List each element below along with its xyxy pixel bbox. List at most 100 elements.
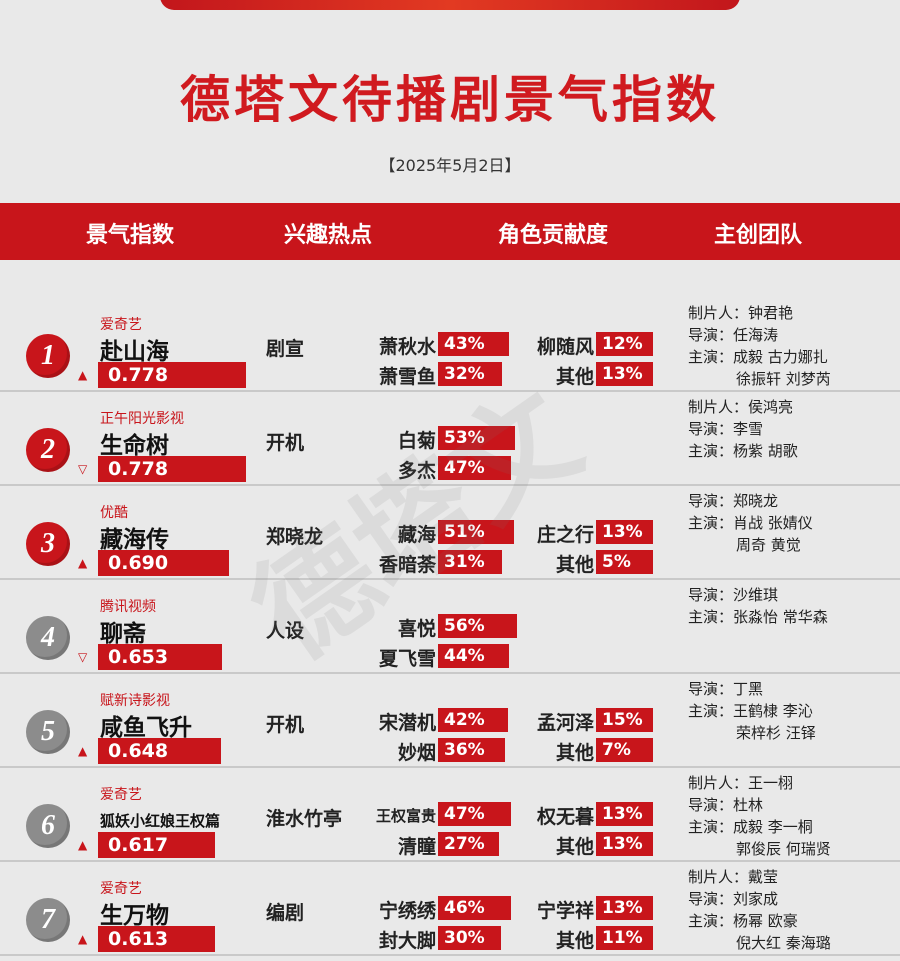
team-line: 周奇 黄觉: [736, 536, 801, 554]
drama-title: 狐妖小红娘王权篇: [100, 812, 221, 830]
contribution-bar: 5%: [596, 550, 653, 574]
character-name: 其他: [555, 930, 594, 952]
table-header: 景气指数 兴趣热点 角色贡献度 主创团队: [0, 203, 900, 260]
team-line: 主演：肖战 张婧仪: [688, 514, 813, 532]
team-line: 主演：张淼怡 常华森: [688, 608, 828, 626]
platform-name: 腾讯视频: [100, 599, 156, 615]
character-name: 妙烟: [397, 742, 436, 764]
contribution-bar: 56%: [438, 614, 517, 638]
trend-icon: ▽: [78, 650, 88, 664]
platform-name: 爱奇艺: [100, 881, 142, 897]
drama-title: 咸鱼飞升: [100, 715, 192, 741]
contribution-bar: 31%: [438, 550, 502, 574]
table-row: 7 ▲ 爱奇艺 生万物 0.613 编剧 宁绣绣 46% 宁学祥 13% 封大脚 30% 其他 11% 制片…: [0, 860, 900, 956]
team-line: 导演：郑晓龙: [688, 492, 779, 510]
report-date: 【2025年5月2日】: [379, 156, 521, 175]
contribution-bar: 13%: [596, 802, 653, 826]
top-banner: [160, 0, 740, 10]
platform-name: 正午阳光影视: [100, 411, 184, 427]
drama-title: 生命树: [100, 433, 169, 459]
team-line: 倪大红 秦海璐: [736, 934, 831, 952]
rank-badge: 2: [26, 428, 70, 472]
contribution-bar: 32%: [438, 362, 502, 386]
index-bar: 0.617: [98, 832, 215, 858]
character-name: 权无暮: [536, 806, 594, 828]
drama-title: 生万物: [100, 903, 169, 929]
team-line: 主演：杨幂 欧豪: [688, 912, 798, 930]
character-name: 夏飞雪: [378, 648, 436, 670]
character-name: 孟河泽: [536, 712, 594, 734]
character-name: 王权富贵: [375, 807, 436, 825]
index-bar: 0.653: [98, 644, 222, 670]
contribution-bar: 43%: [438, 332, 509, 356]
hotspot-text: 编剧: [266, 902, 305, 924]
character-name: 萧秋水: [378, 336, 436, 358]
contribution-bar: 11%: [596, 926, 653, 950]
team-line: 导演：杜林: [688, 796, 764, 814]
character-name: 萧雪鱼: [378, 366, 436, 388]
contribution-bar: 13%: [596, 832, 653, 856]
trend-icon: ▲: [78, 932, 88, 946]
contribution-bar: 30%: [438, 926, 501, 950]
contribution-bar: 13%: [596, 520, 653, 544]
team-line: 制片人：王一栩: [688, 774, 794, 792]
character-name: 封大脚: [378, 930, 436, 952]
contribution-bar: 12%: [596, 332, 653, 356]
drama-title: 聊斋: [100, 621, 146, 647]
drama-title: 赴山海: [100, 339, 169, 365]
contribution-bar: 47%: [438, 802, 511, 826]
team-line: 主演：王鹤棣 李沁: [688, 702, 813, 720]
rank-badge: 4: [26, 616, 70, 660]
hotspot-text: 剧宣: [266, 338, 305, 360]
contribution-bar: 7%: [596, 738, 653, 762]
team-line: 荣梓杉 汪铎: [736, 724, 816, 742]
team-line: 制片人：侯鸿亮: [688, 398, 794, 416]
team-line: 郭俊辰 何瑞贤: [736, 840, 831, 858]
hotspot-text: 郑晓龙: [266, 526, 324, 548]
trend-icon: ▲: [78, 368, 88, 382]
contribution-bar: 15%: [596, 708, 653, 732]
character-name: 其他: [555, 836, 594, 858]
rank-badge: 5: [26, 710, 70, 754]
header-contribution: 角色贡献度: [498, 223, 609, 248]
contribution-bar: 42%: [438, 708, 508, 732]
index-bar: 0.648: [98, 738, 221, 764]
table-row: 5 ▲ 赋新诗影视 咸鱼飞升 0.648 开机 宋潜机 42% 孟河泽 15% 妙烟 36% 其他 7% 导…: [0, 672, 900, 768]
platform-name: 爱奇艺: [100, 787, 142, 803]
header-team: 主创团队: [714, 223, 803, 248]
header-hotspot: 兴趣热点: [284, 223, 373, 248]
rank-badge: 1: [26, 334, 70, 378]
contribution-bar: 27%: [438, 832, 499, 856]
table-row: 4 ▽ 腾讯视频 聊斋 0.653 人设 喜悦 56% 夏飞雪 44% 导演：沙维琪 主演：张淼怡 常…: [0, 578, 900, 674]
index-bar: 0.690: [98, 550, 229, 576]
team-line: 制片人：钟君艳: [688, 304, 794, 322]
team-line: 导演：任海涛: [688, 326, 779, 344]
index-bar: 0.778: [98, 456, 246, 482]
table-row: 3 ▲ 优酷 藏海传 0.690 郑晓龙 藏海 51% 庄之行 13% 香暗荼 31% 其他 5% 导演：郑…: [0, 484, 900, 580]
character-name: 宋潜机: [378, 712, 436, 734]
hotspot-text: 开机: [266, 432, 305, 454]
table-row: 1 ▲ 爱奇艺 赴山海 0.778 剧宣 萧秋水 43% 柳随风 12% 萧雪鱼 32% 其他 13% 制片…: [0, 296, 900, 392]
trend-icon: ▲: [78, 556, 88, 570]
character-name: 其他: [555, 554, 594, 576]
contribution-bar: 53%: [438, 426, 515, 450]
character-name: 其他: [555, 742, 594, 764]
contribution-bar: 13%: [596, 896, 653, 920]
contribution-bar: 51%: [438, 520, 514, 544]
platform-name: 爱奇艺: [100, 317, 142, 333]
rank-badge: 7: [26, 898, 70, 942]
table-row: 6 ▲ 爱奇艺 狐妖小红娘王权篇 0.617 淮水竹亭 王权富贵 47% 权无暮 13% 清瞳 27%…: [0, 766, 900, 862]
drama-title: 藏海传: [100, 527, 169, 553]
team-line: 徐振轩 刘梦芮: [736, 370, 831, 388]
trend-icon: ▲: [78, 744, 88, 758]
header-index: 景气指数: [86, 223, 175, 248]
character-name: 庄之行: [536, 524, 594, 546]
character-name: 柳随风: [536, 336, 594, 358]
rank-badge: 6: [26, 804, 70, 848]
team-line: 主演：成毅 李一桐: [688, 818, 813, 836]
page-title: 德塔文待播剧景气指数: [180, 71, 720, 129]
team-line: 导演：沙维琪: [688, 586, 779, 604]
character-name: 藏海: [397, 524, 436, 546]
character-name: 清瞳: [397, 836, 436, 858]
team-line: 导演：刘家成: [688, 890, 779, 908]
